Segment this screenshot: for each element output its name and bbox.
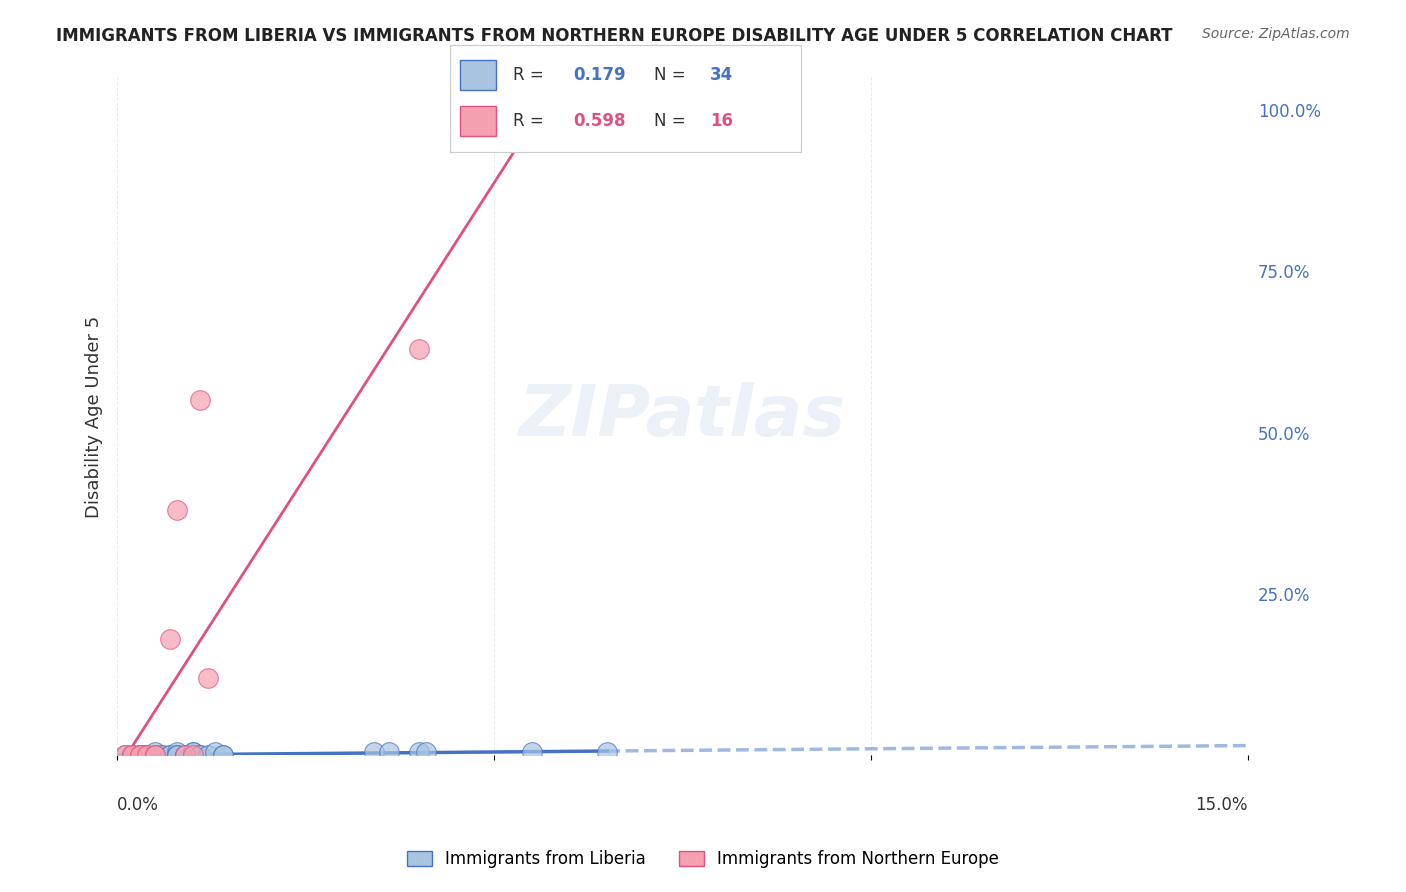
Point bbox=[377, 745, 399, 759]
Point bbox=[159, 748, 181, 763]
Y-axis label: Disability Age Under 5: Disability Age Under 5 bbox=[86, 315, 103, 517]
Point bbox=[211, 748, 233, 763]
Point bbox=[188, 748, 211, 763]
Point bbox=[114, 748, 136, 763]
Text: 15.0%: 15.0% bbox=[1195, 796, 1249, 814]
Point bbox=[197, 671, 219, 685]
Point bbox=[143, 748, 166, 763]
Point bbox=[159, 632, 181, 647]
Point bbox=[408, 342, 430, 356]
FancyBboxPatch shape bbox=[461, 60, 496, 89]
Text: N =: N = bbox=[654, 112, 690, 129]
Point bbox=[520, 745, 543, 759]
Point bbox=[197, 748, 219, 763]
Text: 0.0%: 0.0% bbox=[117, 796, 159, 814]
Point bbox=[128, 748, 150, 763]
Point bbox=[128, 748, 150, 763]
Point bbox=[143, 745, 166, 759]
Point bbox=[143, 748, 166, 763]
Text: 34: 34 bbox=[710, 66, 734, 84]
FancyBboxPatch shape bbox=[461, 105, 496, 136]
Point bbox=[121, 748, 143, 763]
Point bbox=[128, 748, 150, 763]
Point bbox=[136, 748, 159, 763]
Point bbox=[181, 748, 204, 763]
Text: ZIPatlas: ZIPatlas bbox=[519, 382, 846, 450]
Point bbox=[166, 745, 188, 759]
Text: R =: R = bbox=[513, 112, 550, 129]
Point bbox=[128, 748, 150, 763]
Text: IMMIGRANTS FROM LIBERIA VS IMMIGRANTS FROM NORTHERN EUROPE DISABILITY AGE UNDER : IMMIGRANTS FROM LIBERIA VS IMMIGRANTS FR… bbox=[56, 27, 1173, 45]
Point bbox=[143, 748, 166, 763]
Point bbox=[596, 745, 619, 759]
Point bbox=[128, 748, 150, 763]
Point bbox=[166, 503, 188, 517]
Point bbox=[204, 745, 226, 759]
Text: 0.598: 0.598 bbox=[574, 112, 626, 129]
Point bbox=[181, 745, 204, 759]
Point bbox=[136, 748, 159, 763]
Point bbox=[188, 393, 211, 408]
Point bbox=[174, 748, 197, 763]
Legend: Immigrants from Liberia, Immigrants from Northern Europe: Immigrants from Liberia, Immigrants from… bbox=[401, 844, 1005, 875]
Text: Source: ZipAtlas.com: Source: ZipAtlas.com bbox=[1202, 27, 1350, 41]
Point bbox=[166, 748, 188, 763]
Point bbox=[143, 748, 166, 763]
Point bbox=[363, 745, 385, 759]
Text: 0.179: 0.179 bbox=[574, 66, 626, 84]
Point bbox=[121, 748, 143, 763]
Text: R =: R = bbox=[513, 66, 550, 84]
Point bbox=[166, 748, 188, 763]
Point bbox=[174, 748, 197, 763]
Point bbox=[121, 748, 143, 763]
Point bbox=[114, 748, 136, 763]
Point bbox=[121, 748, 143, 763]
Text: 16: 16 bbox=[710, 112, 733, 129]
Point bbox=[211, 748, 233, 763]
Point bbox=[152, 748, 174, 763]
Text: N =: N = bbox=[654, 66, 690, 84]
Point bbox=[520, 103, 543, 117]
Point bbox=[152, 748, 174, 763]
Point bbox=[415, 745, 437, 759]
Point bbox=[174, 748, 197, 763]
Point bbox=[181, 745, 204, 759]
Point bbox=[136, 748, 159, 763]
Point bbox=[188, 748, 211, 763]
Point bbox=[408, 745, 430, 759]
Point bbox=[159, 748, 181, 763]
